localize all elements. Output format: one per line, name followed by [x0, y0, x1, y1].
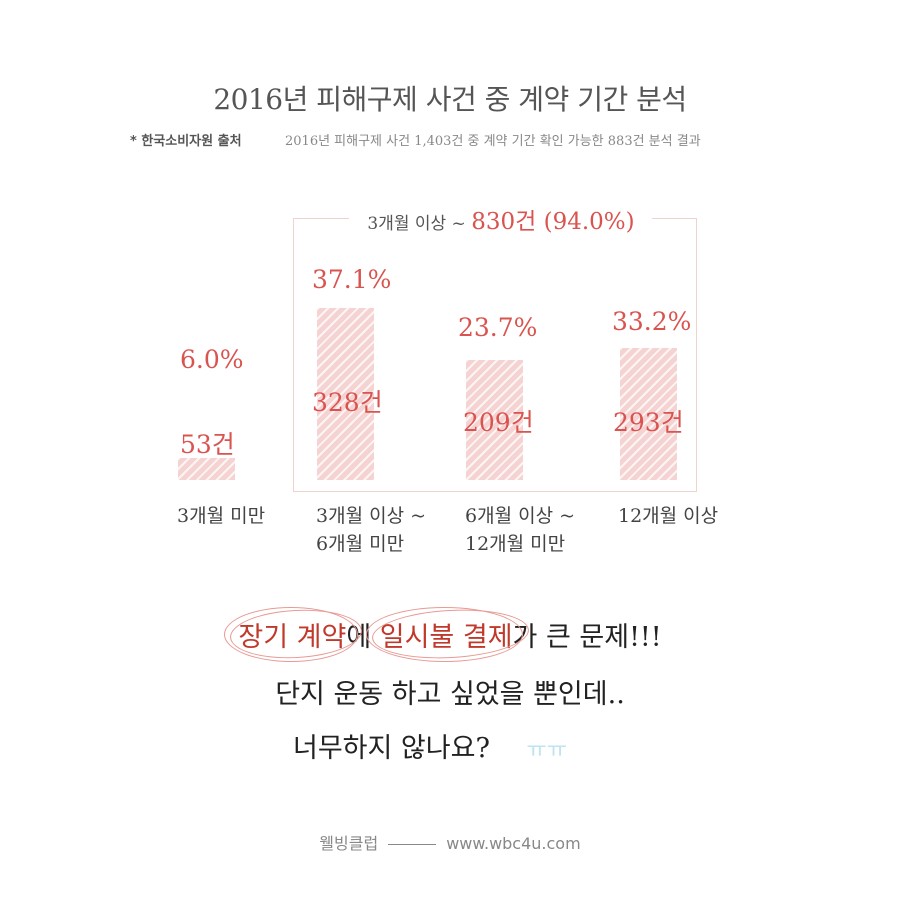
group-label-total: 830건 (94.0%) [471, 209, 635, 235]
x-label-2b: 6개월 미만 [316, 533, 405, 555]
message-line-2: 단지 운동 하고 싶었을 뿐인데.. [275, 679, 625, 710]
bar-4 [620, 348, 677, 480]
bar-percent-4: 33.2% [612, 307, 692, 336]
x-label-1: 3개월 미만 [177, 505, 266, 527]
source-label: * 한국소비자원 출처 [130, 134, 242, 149]
message-line-1: 장기 계약 에 일시불 결제 가 큰 문제!!! [0, 605, 900, 663]
x-label-3a: 6개월 이상 ~ [465, 505, 576, 527]
bar-count-1: 53건 [180, 430, 235, 459]
circle-decoration [224, 607, 359, 662]
footer: 웰빙클럽 www.wbc4u.com [0, 830, 900, 854]
bar-count-4: 293건 [613, 408, 684, 437]
page-title: 2016년 피해구제 사건 중 계약 기간 분석 [213, 83, 687, 116]
group-bracket-top-right [652, 218, 697, 219]
message-line-3: 너무하지 않나요? ㅠㅠ [292, 733, 568, 764]
circle-decoration [365, 607, 523, 662]
bar-1 [178, 458, 235, 480]
bar-count-2: 328건 [312, 388, 383, 417]
crying-emoticon: ㅠㅠ [526, 738, 568, 763]
bar-percent-3: 23.7% [458, 313, 538, 342]
bar-percent-2: 37.1% [312, 265, 392, 294]
bar-2 [317, 308, 374, 480]
highlight-long-term-contract: 장기 계약 [224, 606, 364, 662]
highlight-lump-sum-payment: 일시불 결제 [365, 605, 530, 663]
x-label-3b: 12개월 미만 [465, 533, 566, 555]
bar-count-3: 209건 [463, 408, 534, 437]
x-label-2a: 3개월 이상 ~ [316, 505, 427, 527]
group-label-prefix: 3개월 이상 ~ [367, 214, 472, 234]
footer-brand: 웰빙클럽 [319, 834, 379, 853]
bar-percent-1: 6.0% [180, 345, 244, 374]
group-bracket-box [293, 218, 697, 492]
group-bracket-top-left [293, 218, 349, 219]
source-description: 2016년 피해구제 사건 1,403건 중 계약 기간 확인 가능한 883건… [285, 134, 701, 149]
footer-url[interactable]: www.wbc4u.com [446, 834, 581, 853]
x-label-4: 12개월 이상 [618, 505, 719, 527]
group-label: 3개월 이상 ~ 830건 (94.0%) [350, 202, 652, 236]
footer-divider [388, 844, 437, 845]
bar-3 [466, 360, 523, 480]
